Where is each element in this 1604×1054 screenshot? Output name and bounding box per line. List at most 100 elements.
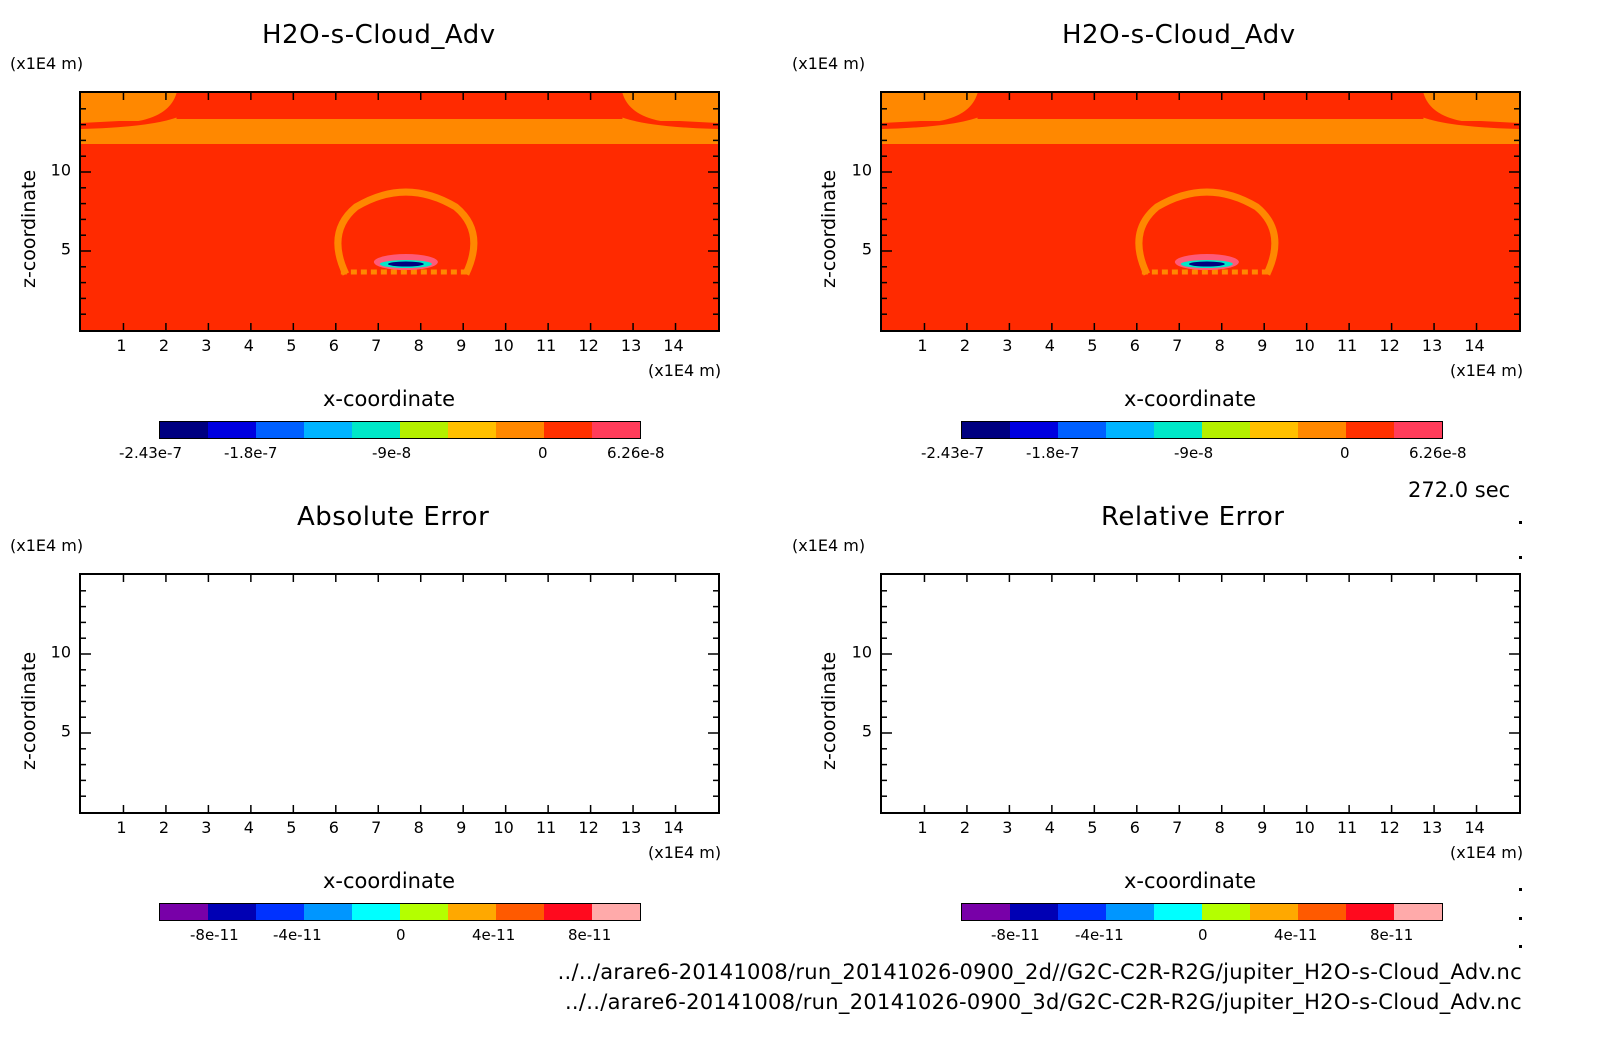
- field-band: [882, 119, 1519, 144]
- colorbar-tick-label: -8e-11: [190, 926, 239, 944]
- chart-title: Absolute Error: [297, 502, 490, 532]
- x-unit-label: (x1E4 m): [648, 361, 722, 380]
- x-tick-label: 10: [1294, 336, 1315, 355]
- x-tick-label: 5: [286, 336, 297, 355]
- colorbar-tick-label: 0: [1198, 926, 1208, 944]
- colorbar-tick-label: 4e-11: [472, 926, 516, 944]
- x-tick-label: 6: [328, 336, 339, 355]
- colorbar-segment: [1298, 904, 1346, 920]
- x-tick-label: 2: [959, 818, 971, 837]
- colorbar-segment: [304, 904, 352, 920]
- chart-title: H2O-s-Cloud_Adv: [262, 20, 496, 50]
- x-tick-label: 14: [663, 818, 684, 837]
- colorbar-segment: [400, 904, 448, 920]
- x-tick-label: 13: [620, 336, 642, 355]
- colorbar: [961, 421, 1443, 439]
- colorbar-segment: [544, 904, 592, 920]
- x-tick-label: 5: [1087, 818, 1098, 837]
- plot-canvas: [882, 93, 1519, 330]
- x-tick-label: 2: [959, 336, 971, 355]
- x-tick-label: 7: [371, 336, 382, 355]
- file-path-3d: ../../arare6-20141008/run_20141026-0900_…: [564, 990, 1522, 1014]
- colorbar-tick-label: 8e-11: [568, 926, 612, 944]
- colorbar-tick-label: 6.26e-8: [1409, 444, 1467, 462]
- chart-title: H2O-s-Cloud_Adv: [1062, 20, 1296, 50]
- colorbar-tick-label: 4e-11: [1274, 926, 1318, 944]
- x-tick-label: 4: [243, 336, 254, 355]
- colorbar-segment: [1106, 422, 1154, 438]
- colorbar-segment: [1394, 422, 1442, 438]
- colorbar-tick-label: -2.43e-7: [921, 444, 984, 462]
- x-unit-label: (x1E4 m): [648, 843, 722, 862]
- x-tick-label: 10: [1294, 818, 1315, 837]
- cloud-ring: [1135, 188, 1279, 276]
- colorbar-segment: [256, 904, 304, 920]
- colorbar-segment: [1346, 904, 1394, 920]
- simulation-time: 272.0 sec: [1408, 478, 1511, 502]
- x-tick-label: 6: [1129, 336, 1140, 355]
- x-tick-label: 9: [1257, 336, 1268, 355]
- x-tick-label: 3: [201, 818, 212, 837]
- margin-dot: [1519, 521, 1522, 524]
- x-tick-label: 11: [1336, 336, 1358, 355]
- colorbar-tick-label: 6.26e-8: [607, 444, 665, 462]
- x-tick-label: 1: [116, 336, 127, 355]
- colorbar-tick-label: -9e-8: [1174, 444, 1214, 462]
- x-tick-label: 2: [158, 336, 170, 355]
- x-tick-label: 5: [1087, 336, 1098, 355]
- x-tick-label: 1: [917, 818, 928, 837]
- cloud-anomaly-core: [387, 261, 424, 267]
- colorbar-segment: [1346, 422, 1394, 438]
- x-tick-label: 3: [1002, 336, 1013, 355]
- y-tick-label: 10: [50, 642, 71, 662]
- x-tick-label: 2: [158, 818, 170, 837]
- x-unit-label: (x1E4 m): [1450, 361, 1524, 380]
- x-tick-label: 4: [243, 818, 254, 837]
- colorbar-segment: [496, 422, 544, 438]
- colorbar-segment: [352, 904, 400, 920]
- x-tick-label: 8: [1214, 336, 1225, 355]
- x-tick-label: 3: [1002, 818, 1013, 837]
- colorbar: [159, 903, 641, 921]
- margin-dot: [1519, 917, 1522, 920]
- x-tick-label: 7: [371, 818, 382, 837]
- x-tick-label: 13: [1421, 336, 1443, 355]
- colorbar-segment: [448, 904, 496, 920]
- x-tick-label: 8: [413, 336, 424, 355]
- colorbar-segment: [1010, 422, 1058, 438]
- x-tick-label: 6: [328, 818, 339, 837]
- y-tick-label: 5: [861, 721, 872, 741]
- x-axis-label: x-coordinate: [323, 387, 456, 411]
- x-tick-label: 9: [1257, 818, 1268, 837]
- colorbar-segment: [1058, 904, 1106, 920]
- field-band: [81, 119, 718, 144]
- x-tick-label: 14: [1464, 336, 1485, 355]
- x-tick-label: 6: [1129, 818, 1140, 837]
- x-tick-label: 11: [535, 336, 557, 355]
- cloud-anomaly-core: [1188, 261, 1225, 267]
- x-tick-label: 7: [1172, 336, 1183, 355]
- chart-title: Relative Error: [1101, 502, 1285, 532]
- heatmap-plot-area: [79, 91, 720, 332]
- y-unit-label: (x1E4 m): [10, 54, 84, 73]
- x-tick-label: 8: [1214, 818, 1225, 837]
- colorbar-segment: [496, 904, 544, 920]
- x-tick-label: 12: [578, 818, 599, 837]
- x-tick-label: 5: [286, 818, 297, 837]
- margin-dot: [1519, 888, 1522, 891]
- colorbar-segment: [962, 904, 1010, 920]
- colorbar: [961, 903, 1443, 921]
- colorbar-tick-label: 0: [538, 444, 548, 462]
- field-top-center: [176, 93, 623, 119]
- y-tick-label: 5: [60, 239, 71, 259]
- colorbar-segment: [1154, 422, 1202, 438]
- y-axis-label: z-coordinate: [818, 169, 840, 288]
- x-tick-label: 8: [413, 818, 424, 837]
- x-tick-label: 4: [1044, 336, 1055, 355]
- x-tick-label: 10: [493, 818, 514, 837]
- colorbar-tick-label: -2.43e-7: [119, 444, 182, 462]
- colorbar-tick-label: 0: [396, 926, 406, 944]
- colorbar-segment: [160, 904, 208, 920]
- colorbar-segment: [448, 422, 496, 438]
- colorbar-tick-label: -4e-11: [273, 926, 322, 944]
